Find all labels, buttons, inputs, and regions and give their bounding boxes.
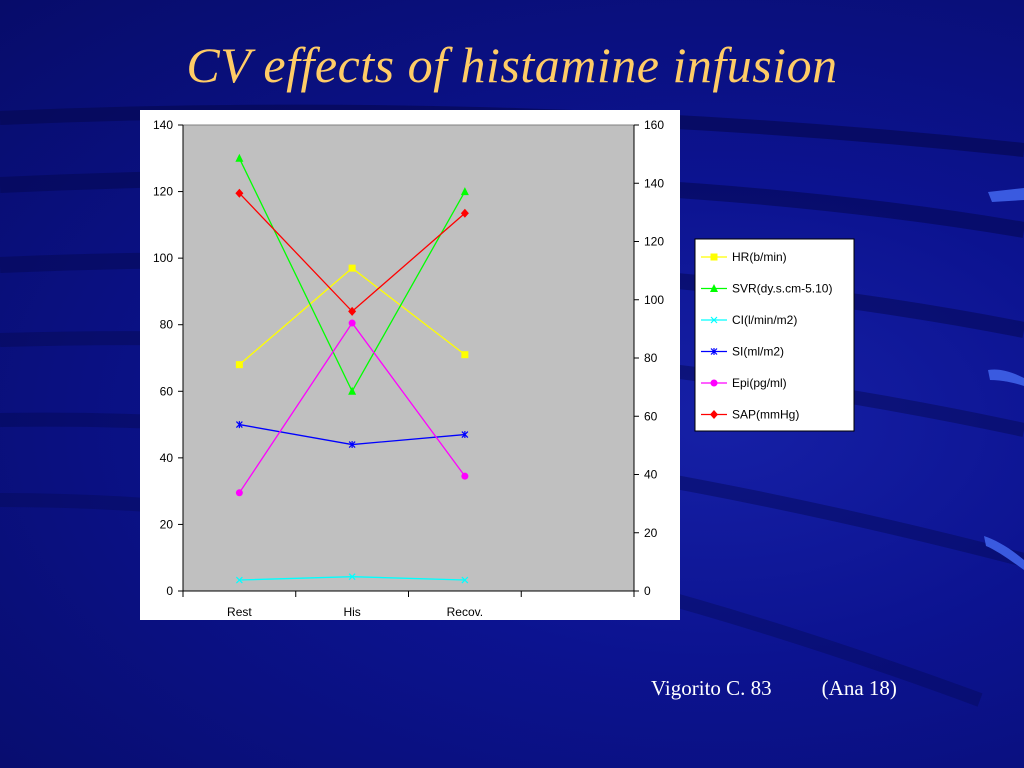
data-point bbox=[348, 441, 356, 449]
data-point bbox=[461, 576, 469, 584]
legend-item: SI(ml/m2) bbox=[701, 345, 784, 359]
y-left-tick-label: 60 bbox=[160, 384, 174, 398]
legend-item: CI(l/min/m2) bbox=[701, 313, 797, 327]
legend: HR(b/min) SVR(dy.s.cm-5.10) CI(l/min/m2) SI… bbox=[694, 238, 855, 432]
y-left-tick-label: 120 bbox=[153, 185, 173, 199]
legend-box bbox=[694, 238, 855, 432]
data-point bbox=[348, 264, 356, 272]
slide-title: CV effects of histamine infusion bbox=[186, 37, 838, 93]
legend-label: SVR(dy.s.cm-5.10) bbox=[732, 282, 832, 296]
legend-item: HR(b/min) bbox=[701, 250, 787, 264]
x-tick-label: Rest bbox=[227, 605, 252, 619]
y-right-tick-label: 120 bbox=[644, 235, 664, 249]
data-point bbox=[348, 306, 357, 316]
data-point bbox=[235, 421, 243, 429]
legend-label: HR(b/min) bbox=[732, 250, 787, 264]
citation-footer: Vigorito C. 83 (Ana 18) bbox=[651, 676, 897, 701]
y-left-tick-label: 20 bbox=[160, 517, 174, 531]
series-5 bbox=[235, 188, 469, 316]
y-left-tick-label: 140 bbox=[153, 118, 173, 132]
citation-text: Vigorito C. 83 bbox=[651, 676, 772, 700]
legend-swatch-marker bbox=[710, 253, 718, 261]
y-right-tick-label: 80 bbox=[644, 351, 658, 365]
y-right-tick-label: 0 bbox=[644, 584, 651, 598]
data-point bbox=[348, 573, 356, 581]
data-point bbox=[235, 361, 243, 369]
legend-label: SAP(mmHg) bbox=[732, 408, 799, 422]
y-left-tick-label: 100 bbox=[153, 251, 173, 265]
y-left-tick-label: 40 bbox=[160, 451, 174, 465]
data-point bbox=[461, 351, 469, 359]
legend-item: SVR(dy.s.cm-5.10) bbox=[701, 282, 832, 296]
plot-area bbox=[182, 124, 635, 592]
y-right-tick-label: 160 bbox=[644, 118, 664, 132]
series-1 bbox=[235, 153, 469, 395]
legend-swatch-marker bbox=[710, 410, 718, 419]
data-point bbox=[235, 489, 243, 497]
series-4 bbox=[235, 319, 469, 497]
y-right-tick-label: 20 bbox=[644, 526, 658, 540]
data-point bbox=[461, 472, 469, 480]
legend-swatch-marker bbox=[710, 284, 718, 292]
y-right-tick-label: 100 bbox=[644, 293, 664, 307]
series-3 bbox=[235, 421, 469, 449]
data-point bbox=[460, 187, 469, 196]
x-tick-label: His bbox=[343, 605, 360, 619]
x-tick-label: Recov. bbox=[447, 605, 483, 619]
data-point bbox=[460, 208, 469, 218]
reference-text: (Ana 18) bbox=[821, 676, 897, 700]
data-point bbox=[348, 319, 356, 327]
series-0 bbox=[235, 264, 469, 369]
legend-label: SI(ml/m2) bbox=[732, 345, 784, 359]
legend-swatch-marker bbox=[710, 316, 718, 324]
y-left-tick-label: 80 bbox=[160, 318, 174, 332]
legend-label: Epi(pg/ml) bbox=[732, 376, 787, 390]
legend-item: SAP(mmHg) bbox=[701, 408, 799, 422]
legend-label: CI(l/min/m2) bbox=[732, 313, 797, 327]
y-right-tick-label: 60 bbox=[644, 409, 658, 423]
y-left-tick-label: 0 bbox=[166, 584, 173, 598]
data-point bbox=[348, 386, 357, 395]
legend-item: Epi(pg/ml) bbox=[701, 376, 787, 390]
y-right-tick-label: 140 bbox=[644, 176, 664, 190]
series-2 bbox=[235, 573, 469, 584]
y-right-tick-label: 40 bbox=[644, 468, 658, 482]
data-point bbox=[235, 153, 244, 162]
legend-swatch-marker bbox=[710, 348, 718, 355]
data-point bbox=[235, 576, 243, 584]
legend-swatch-marker bbox=[710, 379, 718, 387]
data-point bbox=[235, 188, 244, 198]
data-point bbox=[461, 431, 469, 439]
